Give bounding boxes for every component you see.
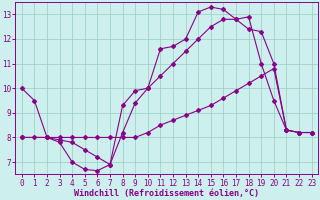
X-axis label: Windchill (Refroidissement éolien,°C): Windchill (Refroidissement éolien,°C) xyxy=(74,189,259,198)
